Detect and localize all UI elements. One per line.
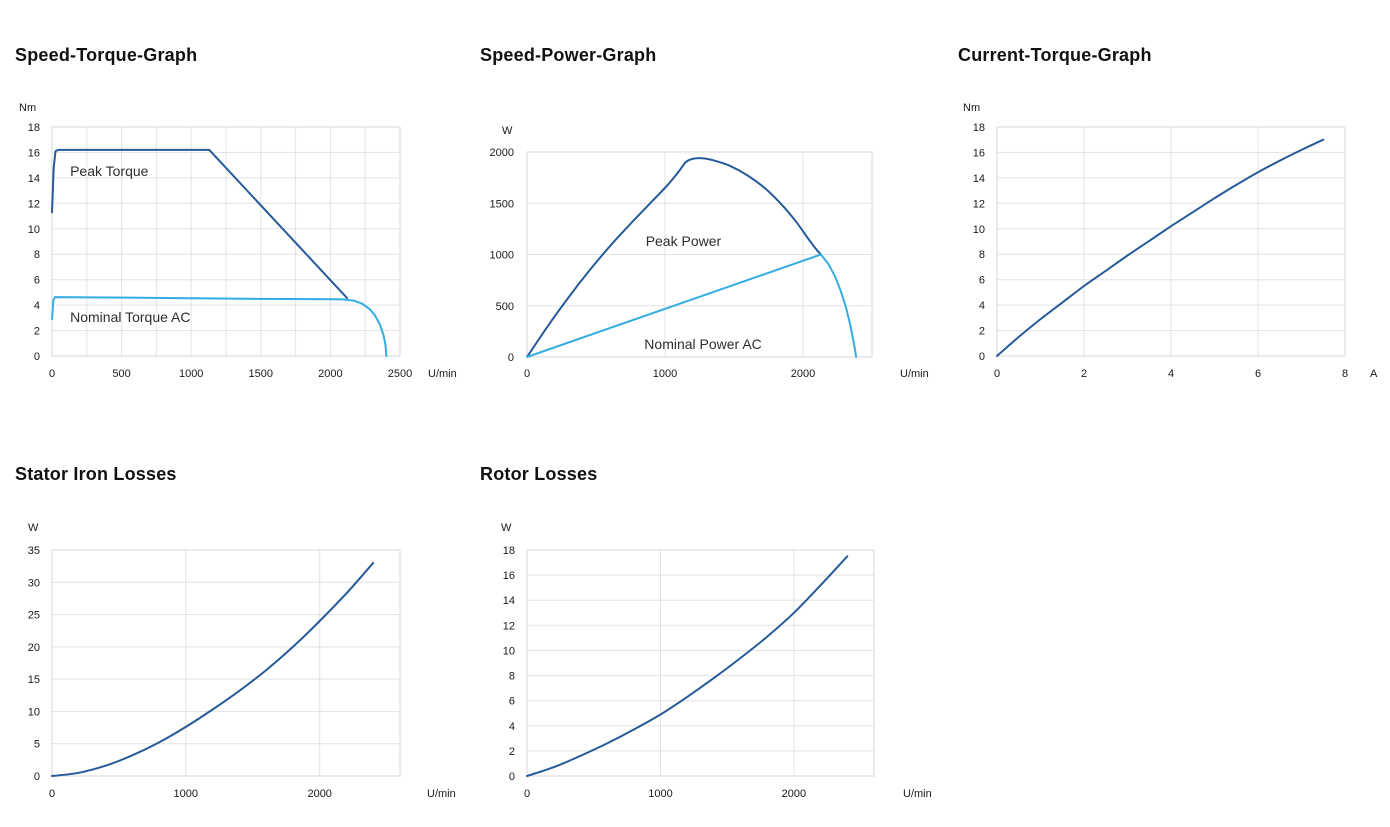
svg-text:2000: 2000 xyxy=(318,368,342,380)
svg-text:1500: 1500 xyxy=(490,198,514,210)
svg-text:0: 0 xyxy=(34,771,40,783)
svg-text:8: 8 xyxy=(34,249,40,261)
svg-text:2: 2 xyxy=(34,326,40,338)
svg-text:14: 14 xyxy=(503,595,515,607)
svg-text:0: 0 xyxy=(34,351,40,363)
svg-text:2000: 2000 xyxy=(490,147,514,159)
svg-text:Nominal Torque AC: Nominal Torque AC xyxy=(70,309,190,325)
svg-text:4: 4 xyxy=(1168,368,1174,380)
svg-text:W: W xyxy=(502,125,513,137)
svg-text:18: 18 xyxy=(973,122,985,134)
svg-text:8: 8 xyxy=(979,249,985,261)
svg-text:Peak Power: Peak Power xyxy=(646,233,722,249)
stator-iron-losses-chart: 0 5 10 15 20 25 30 35 0 1000 2000 W U/min xyxy=(28,522,456,800)
svg-text:U/min: U/min xyxy=(900,368,929,380)
svg-text:30: 30 xyxy=(28,577,40,589)
current-torque-chart: 0 2 4 6 8 10 12 14 16 18 0 2 4 6 8 Nm A xyxy=(963,102,1378,380)
svg-text:16: 16 xyxy=(973,147,985,159)
svg-text:5: 5 xyxy=(34,739,40,751)
svg-text:Nm: Nm xyxy=(963,102,980,114)
svg-text:W: W xyxy=(501,522,512,534)
svg-text:U/min: U/min xyxy=(427,788,456,800)
svg-text:W: W xyxy=(28,522,39,534)
svg-text:6: 6 xyxy=(34,275,40,287)
svg-text:10: 10 xyxy=(28,706,40,718)
svg-text:2: 2 xyxy=(509,746,515,758)
svg-text:4: 4 xyxy=(979,300,985,312)
svg-text:10: 10 xyxy=(973,224,985,236)
chart-title-speed-power: Speed-Power-Graph xyxy=(480,45,657,65)
svg-text:1500: 1500 xyxy=(249,368,273,380)
svg-text:500: 500 xyxy=(112,368,130,380)
chart-title-speed-torque: Speed-Torque-Graph xyxy=(15,45,198,65)
chart-title-rotor-losses: Rotor Losses xyxy=(480,464,598,484)
svg-text:Nominal Power AC: Nominal Power AC xyxy=(644,336,762,352)
svg-text:14: 14 xyxy=(28,173,40,185)
svg-text:4: 4 xyxy=(509,721,515,733)
svg-text:18: 18 xyxy=(503,545,515,557)
svg-text:1000: 1000 xyxy=(648,788,672,800)
svg-text:1000: 1000 xyxy=(490,250,514,262)
svg-text:0: 0 xyxy=(979,351,985,363)
svg-text:500: 500 xyxy=(496,301,514,313)
svg-text:U/min: U/min xyxy=(903,788,932,800)
svg-text:2: 2 xyxy=(979,326,985,338)
svg-text:14: 14 xyxy=(973,173,985,185)
rotor-losses-chart: 0 2 4 6 8 10 12 14 16 18 0 1000 2000 W U/min xyxy=(501,522,932,800)
speed-torque-chart: 0 2 4 6 8 10 12 14 16 18 0 500 1000 1500 2000 2500 Nm U/m… xyxy=(19,102,457,380)
svg-text:2000: 2000 xyxy=(307,788,331,800)
chart-title-stator-iron-losses: Stator Iron Losses xyxy=(15,464,177,484)
svg-text:0: 0 xyxy=(509,771,515,783)
svg-text:0: 0 xyxy=(524,368,530,380)
svg-text:0: 0 xyxy=(994,368,1000,380)
svg-text:35: 35 xyxy=(28,545,40,557)
svg-text:1000: 1000 xyxy=(174,788,198,800)
svg-text:1000: 1000 xyxy=(653,368,677,380)
svg-text:2500: 2500 xyxy=(388,368,412,380)
svg-text:0: 0 xyxy=(49,788,55,800)
svg-text:18: 18 xyxy=(28,122,40,134)
svg-text:10: 10 xyxy=(28,224,40,236)
svg-text:2000: 2000 xyxy=(791,368,815,380)
svg-text:6: 6 xyxy=(1255,368,1261,380)
svg-text:0: 0 xyxy=(524,788,530,800)
svg-text:0: 0 xyxy=(49,368,55,380)
speed-power-chart: 0 500 1000 1500 2000 0 1000 2000 W U/min Peak Powe… xyxy=(490,125,929,380)
svg-text:12: 12 xyxy=(503,620,515,632)
svg-text:12: 12 xyxy=(973,198,985,210)
svg-text:0: 0 xyxy=(508,352,514,364)
svg-text:6: 6 xyxy=(509,696,515,708)
svg-text:8: 8 xyxy=(1342,368,1348,380)
svg-text:2: 2 xyxy=(1081,368,1087,380)
svg-text:16: 16 xyxy=(503,570,515,582)
svg-text:8: 8 xyxy=(509,671,515,683)
svg-text:U/min: U/min xyxy=(428,368,457,380)
svg-text:10: 10 xyxy=(503,645,515,657)
svg-text:20: 20 xyxy=(28,642,40,654)
svg-text:25: 25 xyxy=(28,610,40,622)
svg-text:6: 6 xyxy=(979,275,985,287)
svg-text:12: 12 xyxy=(28,198,40,210)
svg-text:4: 4 xyxy=(34,300,40,312)
svg-text:Peak Torque: Peak Torque xyxy=(70,163,149,179)
svg-text:A: A xyxy=(1370,368,1378,380)
chart-title-current-torque: Current-Torque-Graph xyxy=(958,45,1152,65)
svg-text:15: 15 xyxy=(28,674,40,686)
svg-text:1000: 1000 xyxy=(179,368,203,380)
svg-text:2000: 2000 xyxy=(782,788,806,800)
svg-text:Nm: Nm xyxy=(19,102,36,114)
svg-text:16: 16 xyxy=(28,147,40,159)
